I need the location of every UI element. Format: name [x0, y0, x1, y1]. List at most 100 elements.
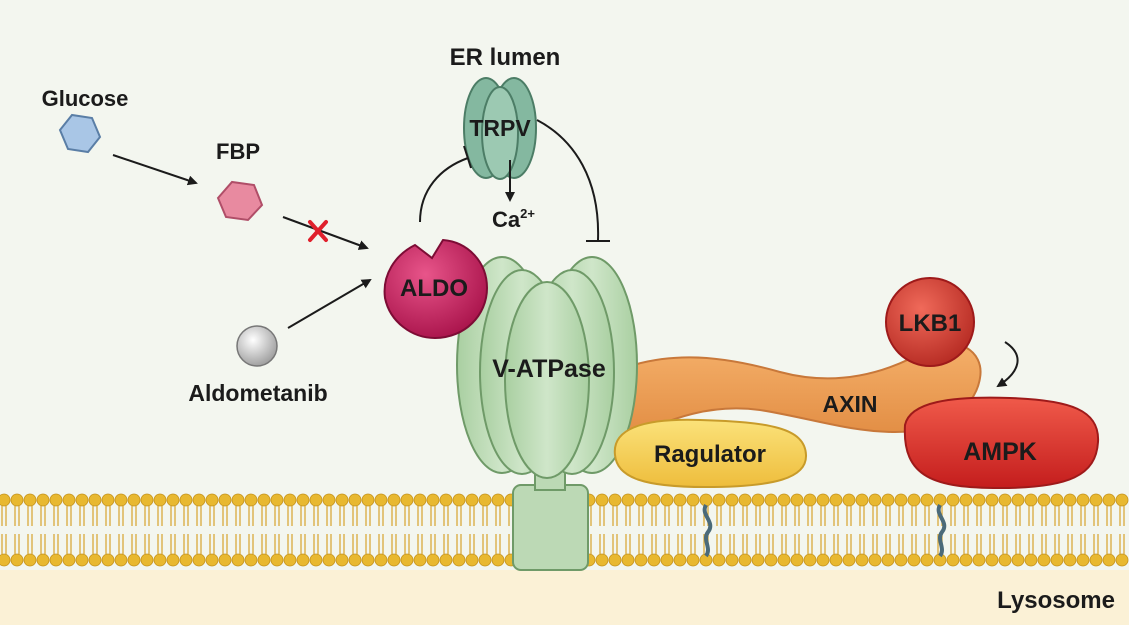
lipid-head — [1076, 553, 1090, 567]
lipid-head — [946, 553, 960, 567]
lipid-head — [374, 493, 388, 507]
lipid-head — [660, 553, 674, 567]
lipid-head — [231, 553, 245, 567]
lipid-head — [10, 493, 24, 507]
lipid-head — [114, 553, 128, 567]
lipid-head — [842, 493, 856, 507]
calcium-label: Ca2+ — [492, 206, 535, 232]
lipid-head — [621, 553, 635, 567]
lipid-head — [0, 553, 11, 567]
lipid-head — [296, 553, 310, 567]
lipid-head — [1063, 553, 1077, 567]
lipid-head — [764, 553, 778, 567]
lkb1-to-ampk-arrow — [996, 341, 1019, 388]
lipid-head — [816, 493, 830, 507]
lipid-head — [673, 493, 687, 507]
lipid-head — [166, 553, 180, 567]
trpv-inhibits-v-atpase — [536, 119, 600, 241]
lipid-head — [1024, 493, 1038, 507]
lipid-head — [101, 553, 115, 567]
lipid-head — [1102, 553, 1116, 567]
lipid-head — [166, 493, 180, 507]
lipid-head — [712, 553, 726, 567]
lipid-head — [192, 553, 206, 567]
lipid-head — [946, 493, 960, 507]
lipid-head — [1050, 493, 1064, 507]
lipid-head — [309, 493, 323, 507]
lipid-head — [23, 493, 37, 507]
lipid-head — [387, 553, 401, 567]
lipid-head — [595, 493, 609, 507]
lipid-head — [387, 493, 401, 507]
fbp-molecule — [216, 180, 264, 222]
lipid-head — [205, 493, 219, 507]
lipid-head — [296, 493, 310, 507]
lipid-head — [725, 553, 739, 567]
lipid-head — [829, 493, 843, 507]
lkb1-label: LKB1 — [899, 310, 962, 337]
lipid-head — [335, 553, 349, 567]
lipid-head — [426, 493, 440, 507]
glucose-to-fbp-arrow — [112, 154, 198, 186]
lkb1-protein: LKB1 — [885, 277, 975, 367]
aldometanib-to-aldo-arrow — [287, 278, 372, 329]
lipid-head — [478, 493, 492, 507]
lipid-head — [270, 493, 284, 507]
lipid-head — [114, 493, 128, 507]
lipid-head — [1011, 493, 1025, 507]
lipid-head — [413, 493, 427, 507]
lipid-head — [998, 553, 1012, 567]
lipid-head — [244, 553, 258, 567]
lipid-head — [400, 553, 414, 567]
lipid-head — [153, 493, 167, 507]
lipid-head — [491, 493, 505, 507]
lipid-head — [972, 493, 986, 507]
lipid-head — [998, 493, 1012, 507]
lipid-head — [1089, 493, 1103, 507]
lipid-head — [816, 553, 830, 567]
blocked-x-mark — [308, 220, 328, 242]
lipid-head — [426, 553, 440, 567]
lipid-head — [790, 553, 804, 567]
lipid-head — [62, 493, 76, 507]
er-lumen-label: ER lumen — [450, 44, 561, 71]
lipid-head — [634, 553, 648, 567]
lysosome-lumen — [0, 570, 1129, 625]
aldo-label: ALDO — [400, 275, 468, 302]
lipid-head — [920, 493, 934, 507]
lipid-head — [634, 493, 648, 507]
lipid-head — [686, 553, 700, 567]
lipid-head — [647, 553, 661, 567]
lipid-head — [452, 493, 466, 507]
lipid-head — [881, 553, 895, 567]
lipid-head — [179, 493, 193, 507]
lipid-head — [777, 553, 791, 567]
lipid-head — [1050, 553, 1064, 567]
lipid-head — [231, 493, 245, 507]
lipid-head — [36, 493, 50, 507]
lipid-head — [1115, 553, 1129, 567]
trpv-channel: TRPV — [463, 77, 537, 180]
lipid-head — [855, 553, 869, 567]
fbp-to-aldo-arrow — [282, 216, 369, 250]
lipid-head — [803, 553, 817, 567]
lipid-head — [647, 493, 661, 507]
lipid-head — [270, 553, 284, 567]
lipid-head — [894, 493, 908, 507]
lipid-head — [62, 553, 76, 567]
lipid-head — [465, 553, 479, 567]
lipid-head — [88, 493, 102, 507]
lipid-head — [361, 553, 375, 567]
lipid-head — [49, 553, 63, 567]
trpv-label: TRPV — [469, 115, 531, 141]
lipid-head — [1076, 493, 1090, 507]
ragulator-label: Ragulator — [654, 441, 766, 468]
lipid-head — [1102, 493, 1116, 507]
lipid-head — [465, 493, 479, 507]
lipid-head — [1115, 493, 1129, 507]
lipid-head — [140, 493, 154, 507]
glucose-label: Glucose — [42, 86, 129, 111]
lipid-head — [673, 553, 687, 567]
lipid-head — [348, 493, 362, 507]
lipid-head — [959, 553, 973, 567]
